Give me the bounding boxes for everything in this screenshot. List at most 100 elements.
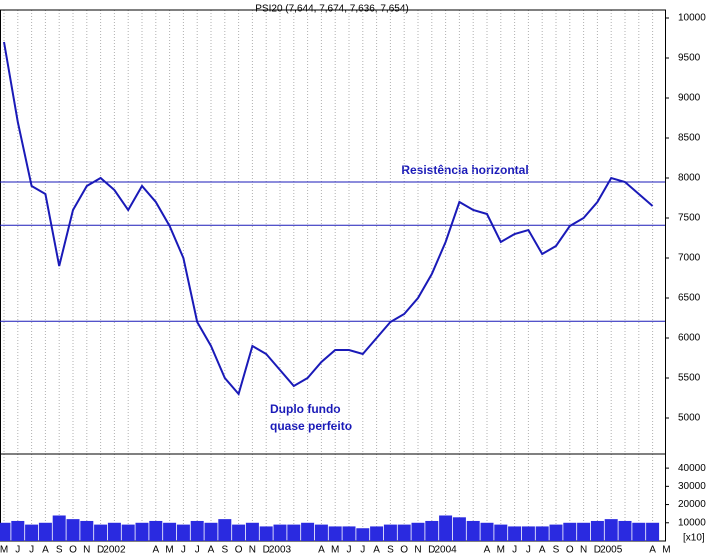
x-tick-label: 2002 [103, 545, 126, 556]
volume-bar [218, 519, 232, 541]
volume-unit: [x10] [683, 533, 705, 544]
x-tick-label: A [649, 545, 656, 556]
volume-bar [94, 524, 108, 541]
volume-bar [632, 522, 646, 541]
y-tick-label: 6000 [678, 333, 701, 344]
volume-bar [452, 517, 466, 541]
volume-bar [618, 520, 632, 541]
x-tick-label: A [42, 545, 49, 556]
y-tick-label: 5000 [678, 413, 701, 424]
annotation: Resistência horizontal [401, 163, 528, 177]
x-tick-label: 2005 [600, 545, 623, 556]
volume-bar [494, 524, 508, 541]
x-tick-label: J [195, 545, 200, 556]
chart-title: PSI20 (7,644, 7,674, 7,636, 7,654) [255, 4, 408, 15]
volume-bar [383, 524, 397, 541]
volume-bar [411, 522, 425, 541]
volume-bar [287, 524, 301, 541]
x-tick-label: D [97, 545, 104, 556]
x-tick-label: A [484, 545, 491, 556]
x-tick-label: M [662, 545, 670, 556]
x-tick-label: N [580, 545, 587, 556]
x-tick-label: A [318, 545, 325, 556]
volume-bar [66, 519, 80, 541]
volume-bar [301, 522, 315, 541]
volume-bar [0, 522, 11, 541]
volume-bar [480, 522, 494, 541]
x-tick-label: M [0, 545, 8, 556]
x-tick-label: D [263, 545, 270, 556]
x-tick-label: S [553, 545, 560, 556]
volume-bar [52, 515, 66, 541]
volume-bar [521, 526, 535, 541]
x-tick-label: A [208, 545, 215, 556]
volume-bar [397, 524, 411, 541]
x-tick-label: N [414, 545, 421, 556]
volume-bar [508, 526, 522, 541]
y-tick-label: 8000 [678, 173, 701, 184]
y-tick-label: 6500 [678, 293, 701, 304]
x-tick-label: O [235, 545, 243, 556]
y2-tick-label: 40000 [678, 463, 706, 474]
volume-bar [80, 520, 94, 541]
x-tick-label: O [69, 545, 77, 556]
volume-bar [259, 526, 273, 541]
volume-bar [535, 526, 549, 541]
y-tick-label: 7000 [678, 253, 701, 264]
y-tick-label: 5500 [678, 373, 701, 384]
volume-bar [121, 524, 135, 541]
volume-bar [549, 524, 563, 541]
volume-bar [328, 526, 342, 541]
volume-bar [25, 524, 39, 541]
volume-bar [204, 522, 218, 541]
volume-bar [590, 520, 604, 541]
x-tick-label: S [387, 545, 394, 556]
volume-bar [232, 524, 246, 541]
volume-bar [342, 526, 356, 541]
volume-bar [466, 520, 480, 541]
x-tick-label: S [56, 545, 63, 556]
y-tick-label: 9000 [678, 93, 701, 104]
y-tick-label: 10000 [678, 13, 706, 24]
x-tick-label: A [152, 545, 159, 556]
x-tick-label: D [594, 545, 601, 556]
x-tick-label: J [360, 545, 365, 556]
x-tick-label: M [497, 545, 505, 556]
x-tick-label: J [526, 545, 531, 556]
x-tick-label: J [181, 545, 186, 556]
volume-bar [176, 524, 190, 541]
volume-bar [439, 515, 453, 541]
volume-bar [107, 522, 121, 541]
volume-bar [38, 522, 52, 541]
x-tick-label: M [331, 545, 339, 556]
annotation: Duplo fundo [270, 402, 341, 416]
y-tick-label: 9500 [678, 53, 701, 64]
x-tick-label: J [347, 545, 352, 556]
volume-bar [11, 520, 25, 541]
volume-bar [245, 522, 259, 541]
x-tick-label: O [400, 545, 408, 556]
y2-tick-label: 20000 [678, 499, 706, 510]
volume-bar [314, 524, 328, 541]
x-tick-label: J [512, 545, 517, 556]
volume-bar [356, 528, 370, 541]
price-line [3, 41, 654, 397]
x-tick-label: 2004 [434, 545, 457, 556]
x-tick-label: N [249, 545, 256, 556]
x-tick-label: 2003 [269, 545, 292, 556]
x-tick-label: D [428, 545, 435, 556]
volume-bar [273, 524, 287, 541]
volume-bar [190, 520, 204, 541]
volume-bar [135, 522, 149, 541]
x-tick-label: M [165, 545, 173, 556]
x-tick-label: O [566, 545, 574, 556]
volume-bar [370, 526, 384, 541]
x-tick-label: S [221, 545, 228, 556]
volume-bar [646, 522, 660, 541]
x-tick-label: J [15, 545, 20, 556]
y2-tick-label: 30000 [678, 481, 706, 492]
volume-bar [563, 522, 577, 541]
volume-bar [163, 522, 177, 541]
